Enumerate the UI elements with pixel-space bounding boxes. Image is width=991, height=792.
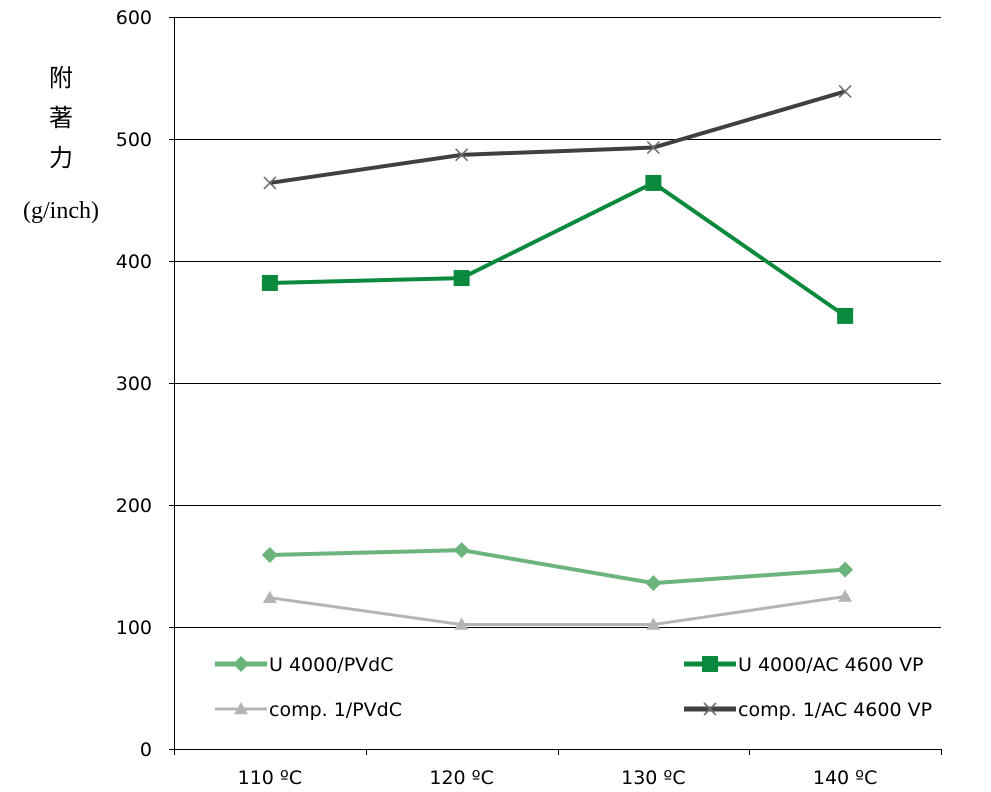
data-point — [455, 148, 469, 162]
y-tick-label: 300 — [116, 373, 152, 395]
data-point — [262, 590, 277, 603]
series-line — [269, 180, 847, 318]
x-tick-labels: 110 ºC 120 ºC 130 ºC 140 ºC — [238, 767, 878, 789]
legend-label: U 4000/AC 4600 VP — [738, 654, 924, 676]
data-point — [646, 617, 661, 630]
series-3 — [263, 84, 852, 190]
data-point — [645, 174, 662, 191]
marker-x-stroke — [455, 148, 469, 162]
data-point — [263, 176, 277, 190]
data-point — [838, 589, 853, 602]
y-tick-label: 500 — [116, 129, 152, 151]
series-line — [269, 595, 846, 627]
legend-label: comp. 1/PVdC — [269, 699, 402, 721]
x-tick-label: 140 ºC — [813, 767, 878, 789]
y-axis-label-line: 附 — [49, 65, 73, 92]
legend-label: comp. 1/AC 4600 VP — [738, 699, 932, 721]
series-line — [269, 89, 846, 185]
legend-label: U 4000/PVdC — [269, 654, 393, 676]
data-point — [453, 542, 470, 559]
series-line — [269, 548, 846, 586]
data-point — [646, 140, 660, 155]
legend-item: U 4000/AC 4600 VP — [684, 654, 924, 676]
y-tick-labels: 0 100 200 300 400 500 600 — [116, 7, 152, 761]
marker-x-stroke — [703, 702, 717, 716]
y-axis-label-line: (g/inch) — [23, 198, 99, 224]
data-point — [454, 617, 469, 630]
y-tick-label: 100 — [116, 617, 152, 639]
x-tick-label: 110 ºC — [238, 767, 303, 789]
data-point — [837, 307, 854, 324]
marker-x-stroke — [646, 140, 660, 155]
legend-item: comp. 1/PVdC — [215, 699, 402, 721]
legend-swatch-marker — [233, 656, 249, 672]
data-point — [838, 84, 852, 98]
gridlines — [174, 17, 941, 628]
series-2 — [262, 589, 853, 630]
y-axis-label: 附著力 (g/inch) — [23, 65, 99, 224]
y-tick-label: 200 — [116, 495, 152, 517]
marker-x-stroke — [838, 84, 852, 98]
legend-item: U 4000/PVdC — [215, 654, 393, 676]
y-tick-label: 400 — [116, 251, 152, 273]
legend-swatch-marker — [703, 702, 717, 716]
series-1 — [261, 174, 854, 324]
data-point — [261, 547, 278, 564]
data-point — [645, 575, 662, 592]
legend-swatch-marker — [702, 656, 718, 672]
data-point — [453, 270, 470, 287]
x-tick-label: 120 ºC — [429, 767, 494, 789]
series-group — [261, 84, 854, 630]
x-tick-label: 130 ºC — [621, 767, 686, 789]
y-axis-label-line: 力 — [49, 145, 73, 172]
y-tick-label: 600 — [116, 7, 152, 29]
axes — [169, 17, 942, 755]
marker-x-stroke — [263, 176, 277, 190]
data-point — [837, 561, 854, 578]
y-axis-label-line: 著 — [49, 105, 73, 132]
legend: U 4000/PVdC U 4000/AC 4600 VP comp. 1/PVdC… — [215, 654, 932, 721]
y-tick-label: 0 — [140, 739, 152, 761]
series-0 — [261, 542, 854, 592]
data-point — [261, 274, 278, 291]
legend-swatch-marker — [234, 702, 248, 715]
legend-item: comp. 1/AC 4600 VP — [684, 699, 932, 721]
